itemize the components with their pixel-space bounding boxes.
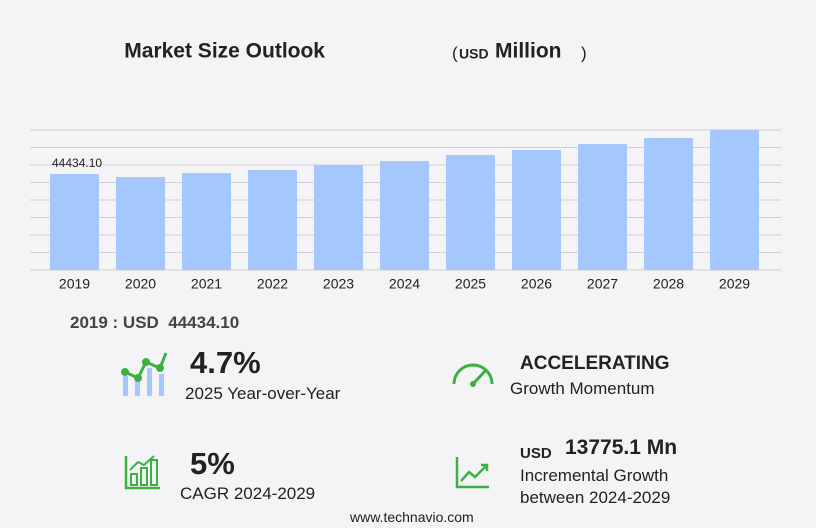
bar — [446, 155, 495, 270]
footer: www.technavio.com — [350, 509, 474, 525]
x-tick-label: 2029 — [719, 276, 750, 292]
yoy-value: 4.7% — [190, 345, 261, 380]
x-tick-label: 2023 — [323, 276, 354, 292]
chart: Market Size Outlook ( USD Million ) 2019… — [30, 40, 781, 292]
data-label: 44434.10 — [52, 156, 102, 170]
x-tick-label: 2021 — [191, 276, 222, 292]
summary: 2019 : USD 44434.10 — [70, 313, 240, 332]
cagr-value: 5% — [190, 446, 235, 481]
x-tick-label: 2025 — [455, 276, 486, 292]
bar — [644, 138, 693, 270]
x-tick-label: 2027 — [587, 276, 618, 292]
x-tick-label: 2019 — [59, 276, 90, 292]
bar — [182, 173, 231, 270]
bar — [116, 177, 165, 270]
cagr-icon — [124, 455, 160, 490]
bar — [578, 143, 627, 270]
bar — [512, 150, 561, 270]
growth-icon — [455, 457, 489, 489]
incremental-label: Incremental Growth — [520, 466, 669, 485]
x-tick-label: 2026 — [521, 276, 552, 292]
x-tick-label: 2024 — [389, 276, 420, 292]
x-tick-label: 2022 — [257, 276, 288, 292]
x-tick-label: 2028 — [653, 276, 684, 292]
incremental-label: between 2024-2029 — [520, 488, 671, 507]
bar — [710, 130, 759, 270]
x-tick-label: 2020 — [125, 276, 156, 292]
cagr-label: CAGR 2024-2029 — [180, 484, 316, 503]
chart-title: Market Size Outlook — [124, 40, 325, 63]
bar — [248, 170, 297, 270]
yoy-label: 2025 Year-over-Year — [185, 384, 341, 403]
gauge-icon — [452, 363, 494, 387]
yoy-icon — [121, 352, 168, 396]
title-currency: USD — [459, 46, 489, 62]
incremental-currency: USD — [520, 445, 552, 462]
title-unit: Million — [495, 40, 562, 63]
title-paren: ) — [581, 43, 587, 62]
momentum-label: Growth Momentum — [510, 379, 655, 398]
momentum-value: ACCELERATING — [520, 353, 670, 374]
bar — [314, 165, 363, 270]
bar — [50, 174, 99, 270]
bar — [380, 160, 429, 270]
incremental-value: 13775.1 Mn — [565, 436, 678, 459]
title-paren: ( — [452, 43, 458, 62]
